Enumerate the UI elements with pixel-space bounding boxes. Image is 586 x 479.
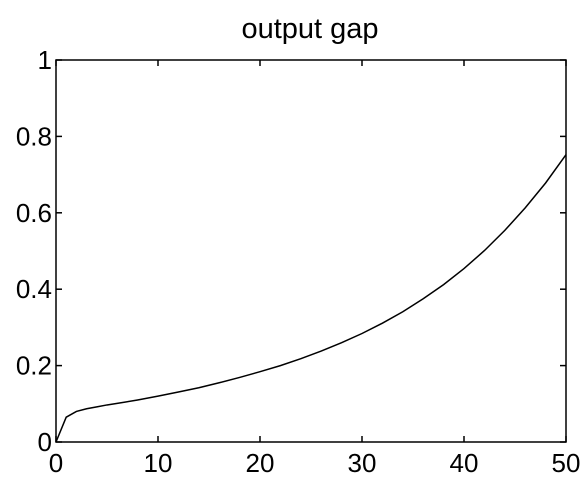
y-tick-label: 0 xyxy=(38,427,52,457)
y-tick-label: 1 xyxy=(38,45,52,75)
x-tick-label: 20 xyxy=(246,448,275,478)
y-tick-label: 0.6 xyxy=(16,198,52,228)
chart-title: output gap xyxy=(241,13,378,45)
x-tick-label: 50 xyxy=(552,448,581,478)
x-tick-label: 40 xyxy=(450,448,479,478)
plot-area-frame xyxy=(55,59,567,443)
y-tick-label: 0.4 xyxy=(16,274,52,304)
series-line xyxy=(55,154,567,443)
y-tick-label: 0.8 xyxy=(16,121,52,151)
y-tick-label: 0.2 xyxy=(16,351,52,381)
tick-label-layer: 0 10 20 30 40 50 0 0.2 0.4 0.6 0.8 1 xyxy=(16,45,581,478)
x-tick-label: 10 xyxy=(144,448,173,478)
x-tick-label: 0 xyxy=(49,448,63,478)
x-tick-label: 30 xyxy=(348,448,377,478)
